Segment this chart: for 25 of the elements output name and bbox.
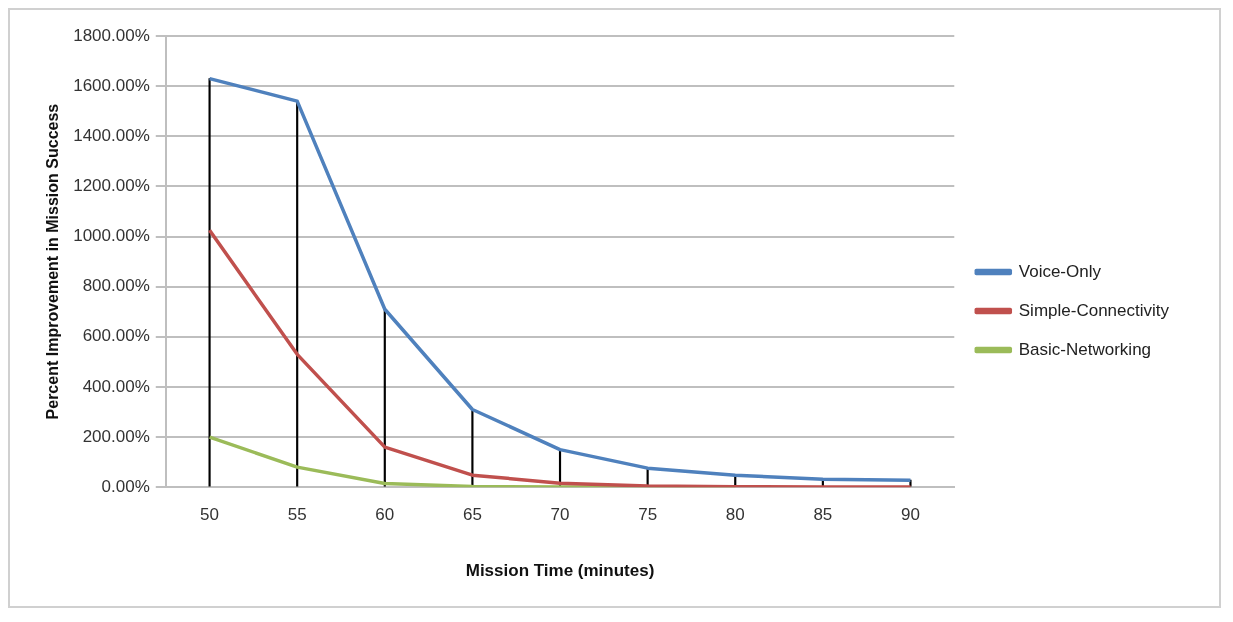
legend-label: Basic-Networking — [1018, 339, 1152, 359]
bar — [208, 78, 211, 487]
y-tick-label: 1800.00% — [73, 25, 150, 45]
x-axis-title: Mission Time (minutes) — [465, 561, 655, 581]
x-tick-label: 70 — [550, 505, 570, 525]
y-tick-label: 1200.00% — [73, 176, 150, 196]
x-tick-label: 60 — [375, 505, 395, 525]
y-tick-label: 200.00% — [82, 426, 150, 446]
y-tick-label: 600.00% — [82, 326, 150, 346]
x-tick-label: 65 — [462, 505, 482, 525]
y-tick-label: 0.00% — [101, 476, 150, 496]
y-tick-label: 1000.00% — [73, 226, 150, 246]
x-tick-label: 80 — [725, 505, 745, 525]
legend-label: Simple-Connectivity — [1018, 300, 1170, 320]
x-tick-label: 50 — [200, 505, 220, 525]
x-tick-label: 90 — [901, 505, 920, 525]
x-tick-label: 55 — [287, 505, 307, 525]
y-tick-label: 1600.00% — [73, 75, 150, 95]
y-axis-title: Percent Improvement in Mission Success — [44, 103, 62, 420]
y-tick-label: 800.00% — [82, 276, 150, 296]
x-tick-label: 85 — [813, 505, 833, 525]
y-tick-label: 1400.00% — [73, 125, 150, 145]
legend-label: Voice-Only — [1018, 261, 1102, 281]
y-tick-label: 400.00% — [82, 376, 150, 396]
x-tick-label: 75 — [638, 505, 658, 525]
